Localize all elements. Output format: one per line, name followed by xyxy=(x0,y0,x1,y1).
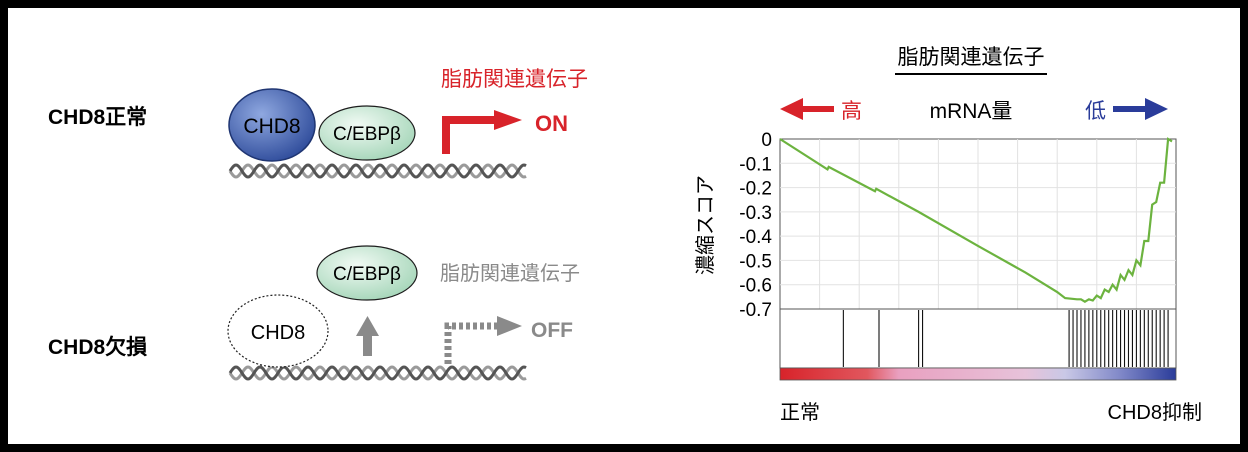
cebp-label-normal: C/EBPβ xyxy=(333,124,401,145)
cebp-protein-deficient xyxy=(316,245,418,301)
enrichment-plot: 0 -0.1 -0.2 -0.3 -0.4 -0.5 -0.6 -0.7 xyxy=(739,130,1177,381)
cebp-protein-normal xyxy=(318,105,416,161)
enrichment-curve xyxy=(779,137,1173,303)
mrna-high-arrow-icon xyxy=(780,98,834,120)
mrna-label: mRNA量 xyxy=(930,100,1013,123)
dna-strand-deficient xyxy=(228,365,527,381)
mrna-low-arrow-icon xyxy=(1113,98,1168,120)
transcription-off-arrow xyxy=(444,316,522,364)
dna-strand-normal xyxy=(228,163,527,179)
gridlines xyxy=(780,139,1176,309)
chart-title: 脂肪関連遺伝子 xyxy=(898,45,1045,69)
y-tick-label: -0.6 xyxy=(739,276,772,297)
rank-gradient-bar xyxy=(779,367,1177,381)
gene-hits xyxy=(842,310,1169,367)
y-ticks: 0 -0.1 -0.2 -0.3 -0.4 -0.5 -0.6 -0.7 xyxy=(739,130,772,321)
chd8-label-deficient: CHD8 xyxy=(251,322,305,344)
chd8-label-normal: CHD8 xyxy=(243,115,300,138)
row-label-normal: CHD8正常 xyxy=(48,105,147,129)
chd8-protein xyxy=(228,88,316,162)
y-tick-label: -0.1 xyxy=(739,154,772,175)
y-tick-label: -0.4 xyxy=(739,227,772,248)
gene-label-deficient: 脂肪関連遺伝子 xyxy=(440,261,580,285)
cebp-label-deficient: C/EBPβ xyxy=(333,264,401,285)
status-off: OFF xyxy=(531,319,573,342)
y-tick-label: -0.3 xyxy=(739,203,772,224)
y-tick-label: -0.5 xyxy=(739,251,772,272)
status-on: ON xyxy=(535,111,568,136)
gene-hit-panel xyxy=(779,308,1177,369)
mrna-high-label: 高 xyxy=(841,99,862,123)
mrna-low-label: 低 xyxy=(1085,99,1106,123)
y-tick-label: 0 xyxy=(761,130,772,151)
dissociation-arrow xyxy=(356,316,379,356)
x-label-normal: 正常 xyxy=(780,400,820,424)
row-label-deficient: CHD8欠損 xyxy=(48,335,148,359)
y-tick-label: -0.2 xyxy=(739,179,772,200)
y-tick-label: -0.7 xyxy=(739,300,772,321)
chd8-absent xyxy=(227,294,329,368)
gene-label-normal: 脂肪関連遺伝子 xyxy=(441,67,588,91)
y-axis-label: 濃縮スコア xyxy=(693,175,717,275)
transcription-on-arrow xyxy=(442,110,522,154)
x-label-chd8-suppressed: CHD8抑制 xyxy=(1108,401,1202,424)
